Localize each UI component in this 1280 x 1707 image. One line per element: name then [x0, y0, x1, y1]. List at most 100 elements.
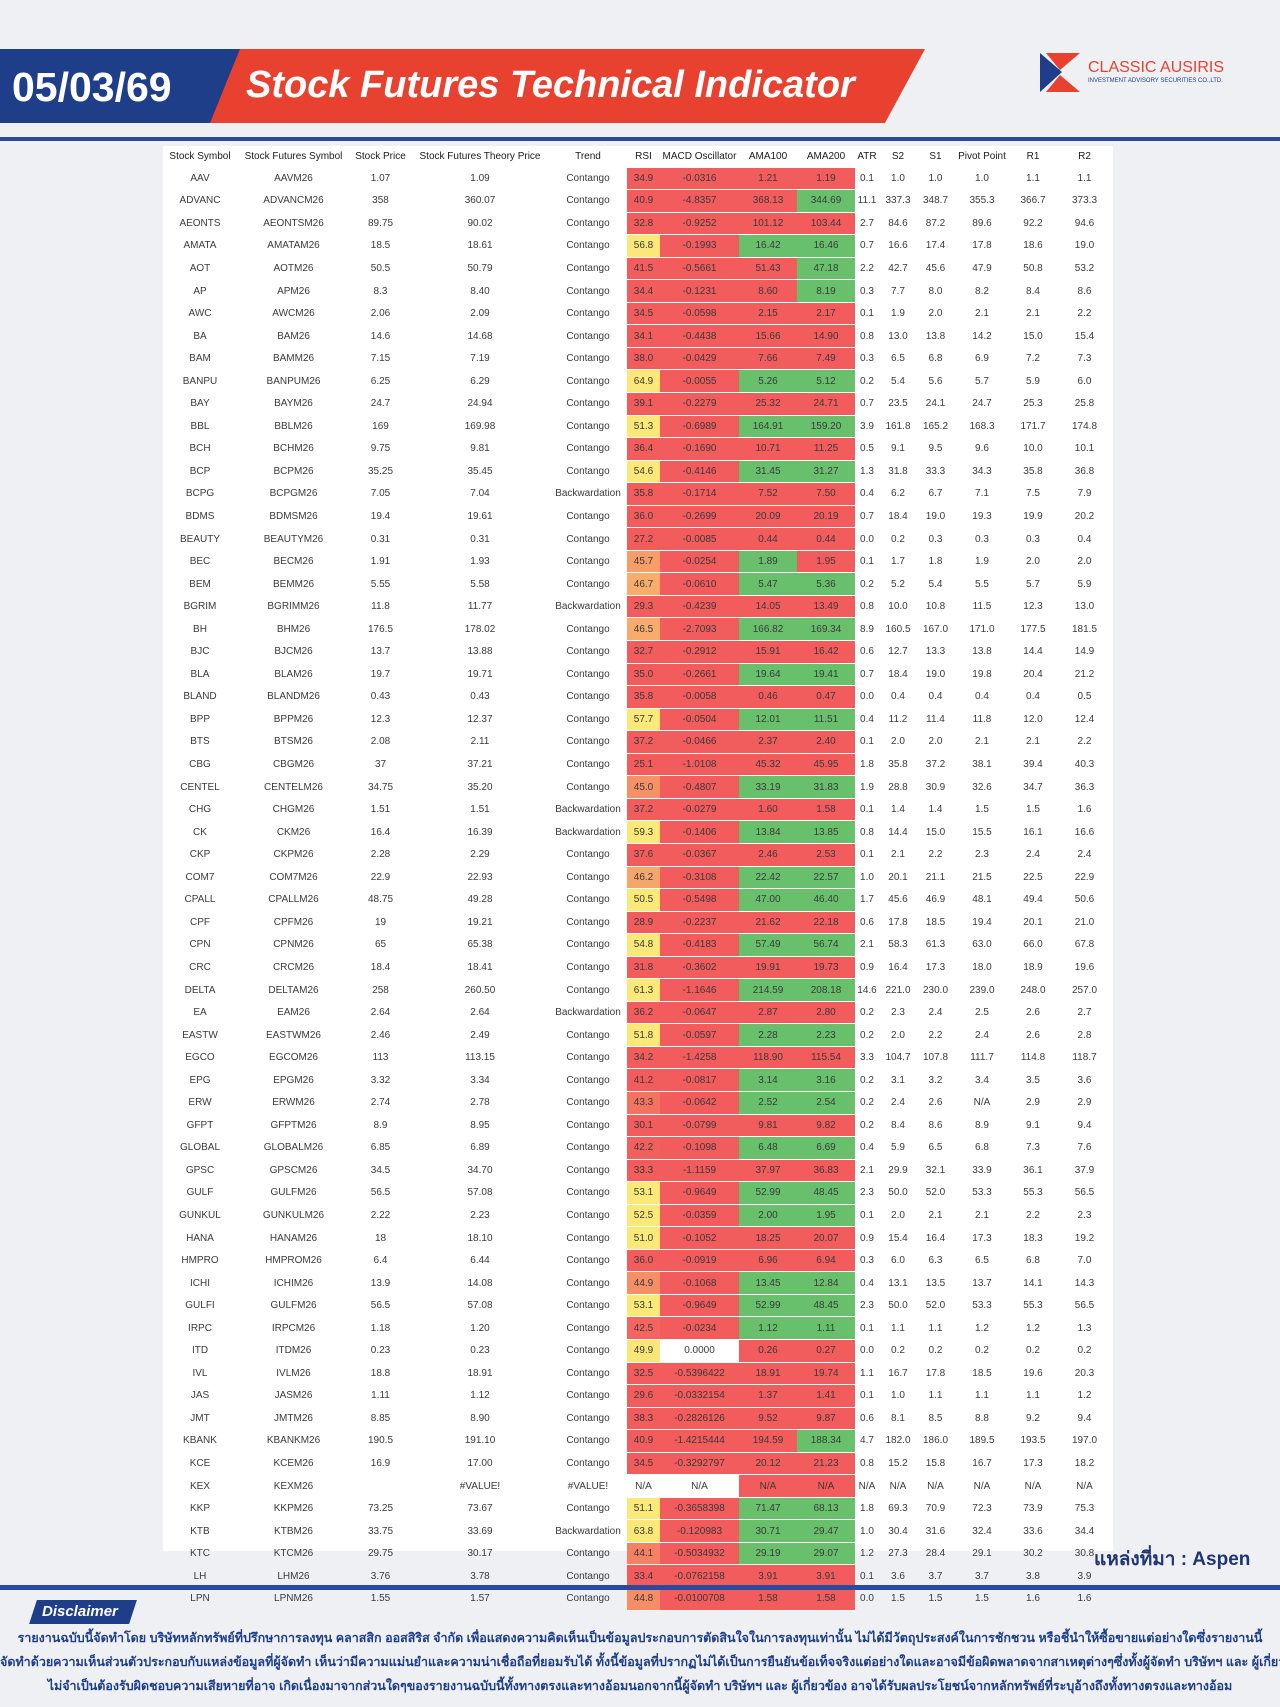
table-cell: 1.0 — [860, 871, 874, 883]
table-cell: 36.4 — [627, 437, 660, 461]
table-cell: 13.84 — [739, 820, 797, 844]
table-cell: -0.1231 — [660, 279, 739, 303]
table-cell: 0.1 — [860, 556, 874, 568]
table-cell: 84.6 — [888, 217, 908, 229]
table-cell: 2.28 — [370, 849, 391, 861]
table-cell: 19.4 — [972, 916, 992, 928]
table-cell: 0.3 — [860, 285, 874, 297]
table-cell: 25.8 — [1074, 398, 1095, 410]
table-cell: 257.0 — [1071, 984, 1098, 996]
table-cell: 0.4 — [860, 488, 874, 500]
table-cell: 174.8 — [1071, 420, 1098, 432]
table-cell: 35.25 — [367, 465, 394, 477]
table-cell: 38.0 — [627, 347, 660, 371]
table-cell: 0.31 — [470, 533, 490, 545]
table-cell: BEAUTYM26 — [263, 533, 324, 545]
table-cell: 9.6 — [975, 443, 989, 455]
table-cell: 20.1 — [1023, 916, 1043, 928]
table-cell: BH — [193, 623, 207, 635]
table-cell: 6.3 — [928, 1255, 943, 1267]
table-cell: BECM26 — [273, 556, 314, 568]
table-cell: 2.4 — [928, 1007, 943, 1019]
table-cell: -0.4183 — [660, 933, 739, 957]
table-cell: CK — [193, 826, 207, 838]
table-cell: 169 — [372, 420, 389, 432]
table-cell: 69.3 — [888, 1503, 908, 1515]
table-cell: 89.6 — [972, 217, 992, 229]
table-cell: 51.43 — [739, 257, 797, 281]
table-cell: 2.0 — [891, 1029, 905, 1041]
table-cell: 19.0 — [1074, 240, 1095, 252]
table-cell: N/A — [973, 1480, 991, 1492]
table-cell: 6.5 — [891, 353, 905, 365]
table-cell: 6.85 — [370, 1142, 391, 1154]
table-cell: 55.3 — [1023, 1300, 1043, 1312]
table-cell: 5.7 — [975, 375, 989, 387]
table-cell: 1.7 — [860, 894, 874, 906]
table-cell: 0.6 — [860, 1412, 874, 1424]
table-cell: GUNKUL — [179, 1209, 221, 1221]
table-row: GULFI GULFM26 56.5 57.08 Contango 53.1 -0.9649… — [163, 1294, 1113, 1318]
table-cell: 15.0 — [1023, 330, 1043, 342]
table-cell: 18.6 — [1023, 240, 1043, 252]
table-cell: 92.2 — [1023, 217, 1043, 229]
table-cell: 169.98 — [464, 420, 496, 432]
table-cell: 17.8 — [972, 240, 992, 252]
table-cell: 177.5 — [1020, 623, 1046, 635]
table-cell: 7.5 — [1026, 488, 1040, 500]
table-cell: 2.3 — [860, 1187, 874, 1199]
table-cell: 24.7 — [370, 398, 391, 410]
table-row: GLOBAL GLOBALM26 6.85 6.89 Contango 42.2 -0.10… — [163, 1136, 1113, 1160]
table-cell: 17.8 — [925, 1367, 946, 1379]
disclaimer-title: Disclaimer — [42, 1603, 118, 1620]
table-cell: 36.0 — [627, 505, 660, 529]
table-cell: 17.3 — [1023, 1457, 1043, 1469]
table-cell: 27.3 — [888, 1548, 908, 1560]
table-cell: 193.5 — [1020, 1435, 1046, 1447]
report-title: Stock Futures Technical Indicator — [246, 64, 857, 106]
table-cell: -0.9252 — [660, 212, 739, 236]
table-cell: 8.60 — [739, 279, 797, 303]
table-cell: KBANK — [183, 1435, 217, 1447]
table-cell: 31.6 — [925, 1525, 946, 1537]
table-cell: 20.12 — [739, 1452, 797, 1476]
table-cell: Contango — [566, 1345, 610, 1357]
table-cell: 33.19 — [739, 775, 797, 799]
table-cell: 11.8 — [972, 713, 992, 725]
disclaimer-rule — [0, 1585, 1280, 1590]
table-cell: 258 — [372, 984, 389, 996]
table-cell: 18.5 — [925, 916, 946, 928]
table-cell: 2.6 — [1026, 1007, 1040, 1019]
table-cell: 115.54 — [797, 1046, 855, 1070]
table-cell: BLAM26 — [274, 668, 313, 680]
table-row: AWC AWCM26 2.06 2.09 Contango 34.5 -0.0598 2.15… — [163, 302, 1113, 326]
table-cell: 35.20 — [467, 781, 493, 793]
table-cell: 19.41 — [797, 663, 855, 687]
table-cell: -0.0100708 — [660, 1587, 739, 1611]
table-cell: AMATAM26 — [267, 240, 320, 252]
logo-mark — [1046, 53, 1080, 70]
table-cell: EGCOM26 — [269, 1052, 318, 1064]
table-cell: -0.4438 — [660, 324, 739, 348]
table-cell: -0.0234 — [660, 1316, 739, 1340]
table-cell: 63.8 — [627, 1519, 660, 1543]
table-cell: GPSCM26 — [269, 1164, 318, 1176]
table-cell: 68.13 — [797, 1497, 855, 1521]
table-cell: 104.7 — [885, 1052, 911, 1064]
table-cell: 18.91 — [739, 1362, 797, 1386]
table-cell: 10.1 — [1074, 443, 1095, 455]
table-cell: N/A — [1024, 1480, 1042, 1492]
table-cell: 8.2 — [975, 285, 989, 297]
table-cell: 52.0 — [925, 1300, 946, 1312]
table-cell: 2.09 — [470, 308, 490, 320]
table-cell: BJCM26 — [274, 646, 313, 658]
table-cell: 19.2 — [1074, 1232, 1095, 1244]
table-cell: EPG — [189, 1074, 211, 1086]
disclaimer-line: รายงานฉบับนี้จัดทำโดย บริษัทหลักทรัพย์ที… — [17, 1631, 1263, 1645]
table-cell: 12.7 — [888, 646, 908, 658]
table-cell: 29.19 — [739, 1542, 797, 1566]
table-cell: 1.0 — [975, 173, 989, 185]
table-cell: 2.4 — [1077, 849, 1092, 861]
table-cell: 32.5 — [627, 1362, 660, 1386]
table-cell: 50.0 — [888, 1300, 908, 1312]
